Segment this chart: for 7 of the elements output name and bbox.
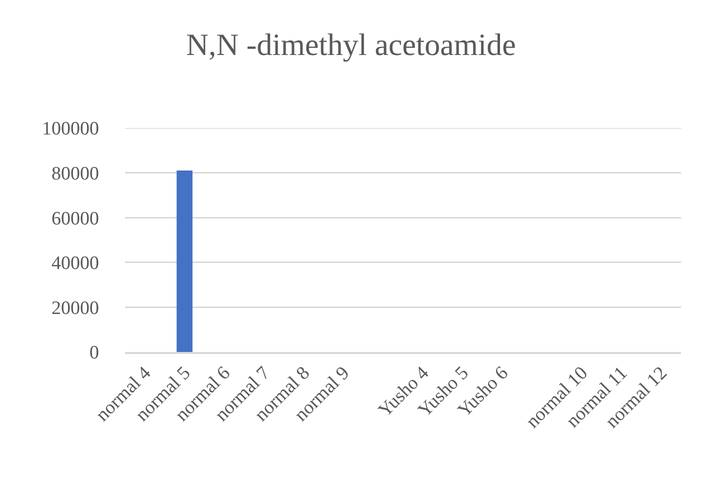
chart-title: N,N -dimethyl acetoamide <box>186 27 516 62</box>
y-tick-label: 20000 <box>52 298 99 319</box>
y-tick-label: 60000 <box>52 208 99 230</box>
y-tick-label: 80000 <box>52 163 99 184</box>
y-tick-label: 100000 <box>42 118 99 140</box>
y-tick-label: 0 <box>90 342 99 364</box>
y-tick-label: 40000 <box>52 253 99 274</box>
